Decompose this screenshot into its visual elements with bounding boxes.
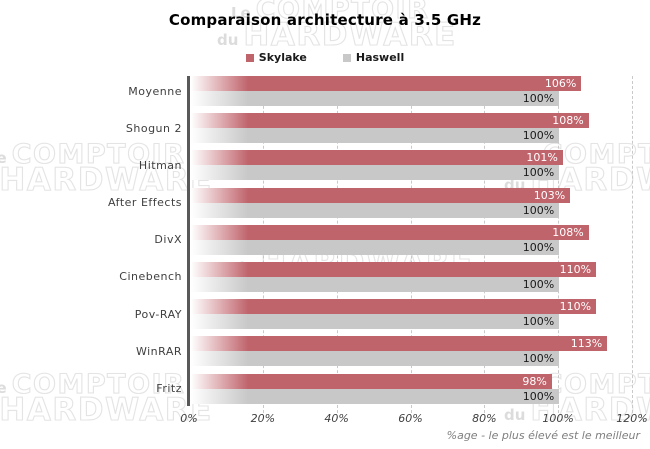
legend-item-haswell: Haswell	[342, 51, 405, 64]
category-label: Moyenne	[128, 84, 182, 98]
chart-row: Cinebench 110% 100%	[0, 261, 650, 299]
watermark-big-text: HARDWARE	[0, 162, 213, 198]
x-tick-label: 80%	[472, 412, 497, 425]
haswell-bar: 100%	[190, 91, 560, 106]
x-tick-label: 60%	[398, 412, 423, 425]
watermark-small-text: Le	[231, 4, 251, 22]
x-axis-ticks: 0% 20% 40% 60% 80% 100% 120%	[180, 412, 647, 426]
watermark-small-text: Le	[0, 149, 7, 167]
haswell-bar: 100%	[190, 276, 560, 292]
haswell-bar: 100%	[190, 314, 560, 330]
gridline	[632, 76, 633, 413]
x-tick-label: 40%	[324, 412, 349, 425]
category-label: Fritz	[156, 382, 182, 395]
chart-title: Comparaison architecture à 3.5 GHz	[168, 11, 482, 29]
category-label: DivX	[154, 233, 182, 247]
watermark-big-text: HARDWARE	[0, 392, 213, 428]
legend-item-skylake: Skylake	[245, 51, 307, 64]
skylake-bar: 110%	[190, 261, 597, 277]
haswell-bar: 100%	[190, 128, 560, 144]
skylake-bar: 108%	[190, 113, 589, 129]
haswell-bar: 100%	[190, 239, 560, 255]
watermark-small-text: du	[504, 406, 526, 424]
haswell-swatch-icon	[342, 53, 351, 62]
chart-row: Shogun 2 108% 100%	[0, 113, 650, 150]
category-label: After Effects	[108, 196, 182, 210]
legend-label: Haswell	[355, 51, 405, 64]
y-axis-line	[187, 76, 190, 406]
chart-note: %age - le plus élevé est le meilleur	[446, 429, 640, 442]
legend-label: Skylake	[258, 51, 307, 64]
skylake-bar: 108%	[190, 224, 589, 240]
x-tick-label: 20%	[250, 412, 276, 425]
category-label: WinRAR	[135, 344, 182, 358]
skylake-bar: 98%	[190, 373, 552, 389]
chart-row: Pov-RAY 110% 100%	[0, 299, 650, 336]
chart-row: WinRAR 113% 100%	[0, 336, 650, 373]
category-label: Cinebench	[119, 270, 182, 284]
watermark-big-text: COMPTOIR	[255, 0, 430, 25]
category-label: Pov-RAY	[134, 307, 182, 321]
watermark-big-text: COMPTOIR	[11, 139, 186, 170]
watermark-big-text: HARDWARE	[243, 17, 457, 53]
skylake-bar: 101%	[190, 150, 563, 166]
x-tick-label: 120%	[616, 412, 648, 425]
haswell-bar: 100%	[190, 351, 560, 367]
haswell-bar: 100%	[190, 165, 560, 181]
category-label: Shogun 2	[125, 121, 182, 135]
chart-rows: Moyenne 106% 100% Shogun 2 108% 100% Hitman 101…	[0, 76, 650, 411]
chart-legend: Skylake Haswell	[0, 51, 650, 64]
skylake-bar: 106%	[190, 76, 582, 91]
watermark-small-text: Le	[0, 379, 7, 397]
x-tick-label: 0%	[180, 412, 198, 425]
x-tick-label: 100%	[542, 412, 574, 425]
skylake-bar: 103%	[190, 187, 571, 203]
chart-row: Moyenne 106% 100%	[0, 76, 650, 113]
chart-row: Hitman 101% 100%	[0, 150, 650, 187]
skylake-bar: 110%	[190, 299, 597, 315]
watermark-big-text: COMPTOIR	[11, 369, 186, 400]
haswell-bar: 100%	[190, 202, 560, 218]
chart-row: Fritz 98% 100%	[0, 373, 650, 411]
chart-row: DivX 108% 100%	[0, 224, 650, 262]
haswell-bar: 100%	[190, 388, 560, 404]
skylake-bar: 113%	[190, 336, 608, 352]
chart-row: After Effects 103% 100%	[0, 187, 650, 225]
category-label: Hitman	[138, 158, 182, 172]
watermark-small-text: du	[217, 31, 239, 49]
skylake-swatch-icon	[245, 53, 254, 62]
